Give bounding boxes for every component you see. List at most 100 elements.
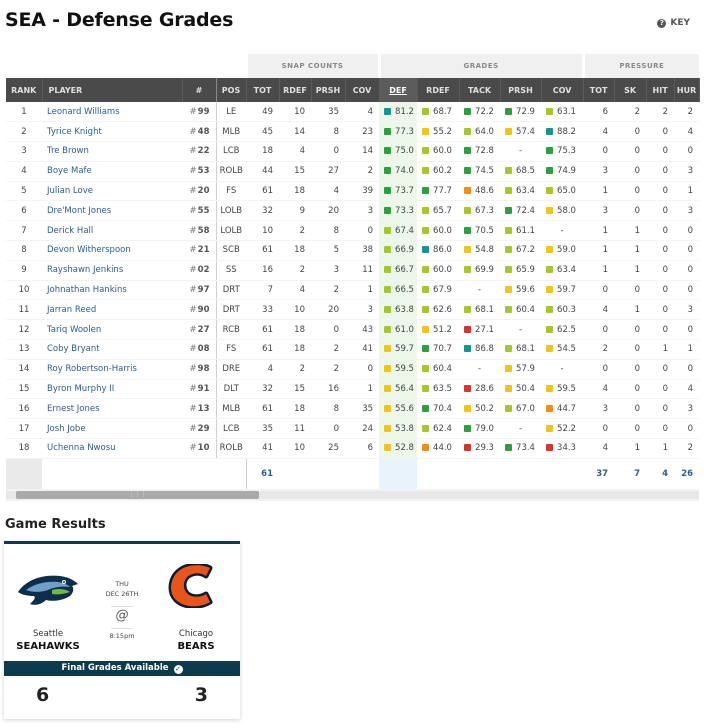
table-row[interactable]: 12 Tariq Woolen #27 RCB 61 18 0 43 61.0 51.2 27.1-… bbox=[6, 319, 700, 341]
player-name-link[interactable]: Julian Love bbox=[42, 181, 182, 202]
snap-cov-cell: 43 bbox=[345, 319, 380, 341]
player-name-link[interactable]: Tre Brown bbox=[42, 141, 182, 162]
game-result-card[interactable]: Seattle SEAHAWKS THU DEC 26TH @ 8:15pm C… bbox=[4, 541, 240, 719]
grade-swatch-icon bbox=[546, 167, 554, 175]
grade-value: 56.4 bbox=[395, 384, 414, 395]
col-snap-cov[interactable]: COV bbox=[345, 78, 380, 102]
grade-swatch-icon bbox=[546, 286, 554, 294]
snap-rdef-cell: 14 bbox=[279, 121, 311, 143]
player-name-link[interactable]: Derick Hall bbox=[42, 220, 182, 242]
player-name-link[interactable]: Tyrice Knight bbox=[42, 121, 182, 143]
grade-value: 73.4 bbox=[516, 443, 535, 454]
table-row[interactable]: 4 Boye Mafe #53 ROLB 44 15 27 2 74.0 60.2 74.5 68.5… bbox=[6, 161, 700, 182]
position-cell: FS bbox=[216, 181, 246, 202]
grade-value: 69.9 bbox=[475, 265, 494, 276]
pressure-sk-cell: 2 bbox=[614, 102, 647, 123]
col-player[interactable]: PLAYER bbox=[42, 78, 183, 102]
player-name-link[interactable]: Uchenna Nwosu bbox=[42, 438, 182, 459]
table-row[interactable]: 15 Byron Murphy II #91 DLT 32 15 16 1 56.4 63.5 28… bbox=[6, 379, 700, 400]
grade-swatch-icon bbox=[546, 107, 554, 115]
col-grade-tack[interactable]: TACK bbox=[459, 78, 501, 102]
col-rank[interactable]: RANK bbox=[6, 78, 43, 102]
table-row[interactable]: 5 Julian Love #20 FS 61 18 4 39 73.7 77.7 48.6 63.4… bbox=[6, 181, 700, 202]
table-row[interactable]: 16 Ernest Jones #13 MLB 61 18 8 35 55.6 70.4 50.2 6… bbox=[6, 398, 700, 420]
grade-value: 44.0 bbox=[433, 443, 452, 454]
player-name-link[interactable]: Josh Jobe bbox=[42, 418, 182, 440]
table-row[interactable]: 2 Tyrice Knight #48 MLB 45 14 8 23 77.3 55.2 64.0 5… bbox=[6, 121, 700, 143]
table-row[interactable]: 7 Derick Hall #58 LOLB 10 2 8 0 67.4 60.0 70.5 61.1… bbox=[6, 220, 700, 242]
grade-swatch-icon bbox=[546, 187, 554, 195]
col-pos[interactable]: POS bbox=[216, 78, 247, 102]
rank-cell: 14 bbox=[6, 359, 42, 380]
table-row[interactable]: 14 Roy Robertson-Harris #98 DRE 4 2 2 0 59.5 60.4… bbox=[6, 359, 700, 380]
table-row[interactable]: 17 Josh Jobe #29 LCB 35 11 0 24 53.8 62.4 79.0-52.… bbox=[6, 418, 700, 440]
table-row[interactable]: 18 Uchenna Nwosu #10 ROLB 41 10 25 6 52.8 44.0 29.… bbox=[6, 438, 700, 459]
grade-value: - bbox=[560, 225, 564, 236]
grade-swatch-icon bbox=[505, 286, 513, 294]
grade-swatch-icon bbox=[546, 305, 554, 313]
col-grade-prsh[interactable]: PRSH bbox=[500, 78, 542, 102]
grade-swatch-icon bbox=[546, 246, 554, 254]
player-name-link[interactable]: Coby Bryant bbox=[42, 339, 182, 360]
pressure-tot-cell: 4 bbox=[583, 379, 615, 400]
player-name-link[interactable]: Devon Witherspoon bbox=[42, 240, 182, 261]
table-row[interactable]: 10 Johnathan Hankins #97 DRT 7 4 2 1 66.5 67.9-59… bbox=[6, 280, 700, 301]
grade-value: 68.1 bbox=[516, 344, 535, 355]
pressure-hur-cell: 0 bbox=[674, 319, 700, 341]
pressure-sk-cell: 0 bbox=[614, 398, 647, 420]
player-name-link[interactable]: Ernest Jones bbox=[42, 398, 182, 420]
position-cell: SCB bbox=[216, 240, 246, 261]
grade-tack-cell: 72.8 bbox=[459, 141, 501, 162]
table-row[interactable]: 8 Devon Witherspoon #21 SCB 61 18 5 38 66.9 86.0 5… bbox=[6, 240, 700, 261]
grade-value: 75.3 bbox=[557, 146, 576, 157]
table-row[interactable]: 13 Coby Bryant #08 FS 61 18 2 41 59.7 70.7 86.8 68.… bbox=[6, 339, 700, 360]
col-pressure-tot[interactable]: TOT bbox=[583, 78, 615, 102]
table-row[interactable]: 11 Jarran Reed #90 DRT 33 10 20 3 63.8 62.6 68.1 60… bbox=[6, 299, 700, 321]
player-name-link[interactable]: Jarran Reed bbox=[42, 299, 182, 321]
snap-rdef-cell: 18 bbox=[279, 339, 311, 360]
snap-tot-cell: 7 bbox=[246, 280, 279, 301]
check-icon: ✓ bbox=[173, 665, 183, 674]
col-grade-rdef[interactable]: RDEF bbox=[417, 78, 460, 102]
col-pressure-hit[interactable]: HIT bbox=[646, 78, 675, 102]
horizontal-scrollbar[interactable]: ⋮⋮⋮ bbox=[6, 491, 699, 499]
col-grade-def[interactable]: DEF bbox=[379, 78, 418, 102]
player-name-link[interactable]: Roy Robertson-Harris bbox=[42, 359, 182, 380]
col-snap-prsh[interactable]: PRSH bbox=[311, 78, 346, 102]
table-row[interactable]: 6 Dre'Mont Jones #55 LOLB 32 9 20 3 73.3 65.7 67.3… bbox=[6, 200, 700, 222]
col-snap-rdef[interactable]: RDEF bbox=[279, 78, 312, 102]
scrollbar-thumb[interactable]: ⋮⋮⋮ bbox=[16, 491, 259, 499]
grade-value: 51.2 bbox=[433, 324, 452, 335]
key-button[interactable]: ? KEY bbox=[657, 18, 690, 28]
grade-def-cell: 73.7 bbox=[379, 181, 418, 202]
col-grade-cov[interactable]: COV bbox=[541, 78, 584, 102]
player-name-link[interactable]: Tariq Woolen bbox=[42, 319, 182, 341]
table-row[interactable]: 3 Tre Brown #22 LCB 18 4 0 14 75.0 60.0 72.8-75.3 0… bbox=[6, 141, 700, 162]
col-snap-tot[interactable]: TOT bbox=[246, 78, 280, 102]
player-name-link[interactable]: Leonard Williams bbox=[42, 102, 182, 123]
player-name-link[interactable]: Byron Murphy II bbox=[42, 379, 182, 400]
jersey-number-value: 58 bbox=[197, 225, 210, 236]
snap-tot-cell: 32 bbox=[246, 379, 279, 400]
table-row[interactable]: 1 Leonard Williams #99 LE 49 10 35 4 81.2 68.7 72.… bbox=[6, 102, 700, 123]
player-name-link[interactable]: Dre'Mont Jones bbox=[42, 200, 182, 222]
col-number[interactable]: # bbox=[182, 78, 217, 102]
snap-rdef-cell: 2 bbox=[279, 359, 311, 380]
player-name-link[interactable]: Rayshawn Jenkins bbox=[42, 260, 182, 281]
grade-value: 60.4 bbox=[516, 304, 535, 315]
snap-cov-cell: 41 bbox=[345, 339, 380, 360]
grade-swatch-icon bbox=[422, 266, 430, 274]
player-name-link[interactable]: Boye Mafe bbox=[42, 161, 182, 182]
grade-value: 73.3 bbox=[395, 205, 414, 216]
grade-cov-cell: 54.5 bbox=[541, 339, 584, 360]
col-pressure-sk[interactable]: SK bbox=[614, 78, 647, 102]
player-name-link[interactable]: Johnathan Hankins bbox=[42, 280, 182, 301]
pressure-tot-cell: 3 bbox=[583, 161, 615, 182]
pressure-sk-cell: 1 bbox=[614, 299, 647, 321]
snap-tot-cell: 45 bbox=[246, 121, 279, 143]
col-pressure-hur[interactable]: HUR bbox=[674, 78, 700, 102]
grade-tack-cell: 28.6 bbox=[459, 379, 501, 400]
table-row[interactable]: 9 Rayshawn Jenkins #02 SS 16 2 3 11 66.7 60.0 69.9… bbox=[6, 260, 700, 281]
grade-swatch-icon bbox=[384, 345, 392, 353]
final-grades-banner[interactable]: Final Grades Available ✓ bbox=[4, 661, 240, 676]
